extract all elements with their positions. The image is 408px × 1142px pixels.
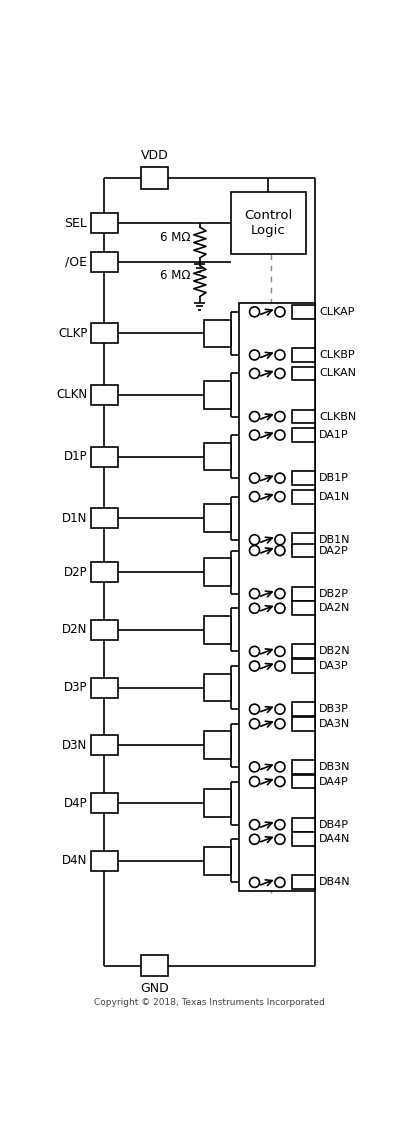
Bar	[204, 616, 231, 644]
Bar	[91, 735, 118, 755]
Text: CLKN: CLKN	[56, 388, 87, 402]
Text: D2P: D2P	[64, 565, 87, 579]
Text: 6 MΩ: 6 MΩ	[160, 231, 191, 243]
Text: DB2P: DB2P	[319, 588, 349, 598]
Text: CLKP: CLKP	[58, 327, 87, 340]
Bar	[292, 644, 315, 658]
Bar	[292, 490, 315, 504]
Bar	[91, 677, 118, 698]
Text: Control
Logic: Control Logic	[244, 209, 293, 238]
Bar	[91, 214, 118, 233]
Bar	[292, 833, 315, 846]
Text: DA3N: DA3N	[319, 718, 350, 729]
Bar	[204, 789, 231, 817]
Text: DA2N: DA2N	[319, 603, 350, 613]
Bar	[292, 602, 315, 616]
Bar	[204, 443, 231, 471]
Bar	[141, 955, 168, 976]
Bar	[204, 320, 231, 347]
Bar	[91, 251, 118, 272]
Bar	[91, 562, 118, 582]
Text: DB4N: DB4N	[319, 877, 351, 887]
Bar	[91, 851, 118, 871]
Text: D1N: D1N	[62, 512, 87, 524]
Bar	[292, 876, 315, 890]
Bar	[91, 447, 118, 467]
Text: SEL: SEL	[64, 217, 87, 230]
Bar	[292, 774, 315, 788]
Text: GND: GND	[140, 982, 169, 996]
Bar	[239, 303, 315, 891]
Bar	[292, 717, 315, 731]
Bar	[231, 193, 306, 254]
Bar	[292, 428, 315, 442]
Text: /OE: /OE	[65, 256, 87, 268]
Text: CLKAP: CLKAP	[319, 307, 355, 316]
Bar	[292, 348, 315, 362]
Bar	[204, 381, 231, 409]
Bar	[141, 167, 168, 188]
Text: DA4N: DA4N	[319, 835, 350, 844]
Bar	[91, 323, 118, 344]
Text: DA1P: DA1P	[319, 431, 349, 440]
Bar	[292, 702, 315, 716]
Bar	[204, 674, 231, 701]
Text: DA1N: DA1N	[319, 491, 350, 501]
Bar	[292, 544, 315, 557]
Text: D3P: D3P	[64, 681, 87, 694]
Text: DB1P: DB1P	[319, 473, 349, 483]
Bar	[204, 732, 231, 759]
Bar	[292, 659, 315, 673]
Bar	[292, 533, 315, 547]
Bar	[292, 472, 315, 485]
Bar	[292, 410, 315, 424]
Text: DB1N: DB1N	[319, 534, 351, 545]
Bar	[204, 505, 231, 532]
Text: Copyright © 2018, Texas Instruments Incorporated: Copyright © 2018, Texas Instruments Inco…	[94, 998, 324, 1007]
Text: D1P: D1P	[64, 450, 87, 464]
Bar	[292, 305, 315, 319]
Bar	[292, 367, 315, 380]
Text: 6 MΩ: 6 MΩ	[160, 270, 191, 282]
Text: VDD: VDD	[140, 150, 169, 162]
Bar	[91, 620, 118, 640]
Bar	[204, 847, 231, 875]
Text: DB2N: DB2N	[319, 646, 351, 657]
Bar	[292, 818, 315, 831]
Text: DA3P: DA3P	[319, 661, 349, 671]
Bar	[91, 385, 118, 405]
Bar	[292, 759, 315, 774]
Bar	[204, 558, 231, 586]
Text: CLKBP: CLKBP	[319, 349, 355, 360]
Text: DB3P: DB3P	[319, 705, 349, 714]
Bar	[292, 587, 315, 601]
Text: D4N: D4N	[62, 854, 87, 867]
Text: CLKAN: CLKAN	[319, 369, 356, 378]
Text: D3N: D3N	[62, 739, 87, 751]
Text: DB4P: DB4P	[319, 820, 349, 829]
Bar	[91, 793, 118, 813]
Text: D2N: D2N	[62, 624, 87, 636]
Text: CLKBN: CLKBN	[319, 411, 357, 421]
Text: DA2P: DA2P	[319, 546, 349, 555]
Text: DA4P: DA4P	[319, 777, 349, 787]
Bar	[91, 508, 118, 529]
Text: DB3N: DB3N	[319, 762, 351, 772]
Text: D4P: D4P	[64, 797, 87, 810]
